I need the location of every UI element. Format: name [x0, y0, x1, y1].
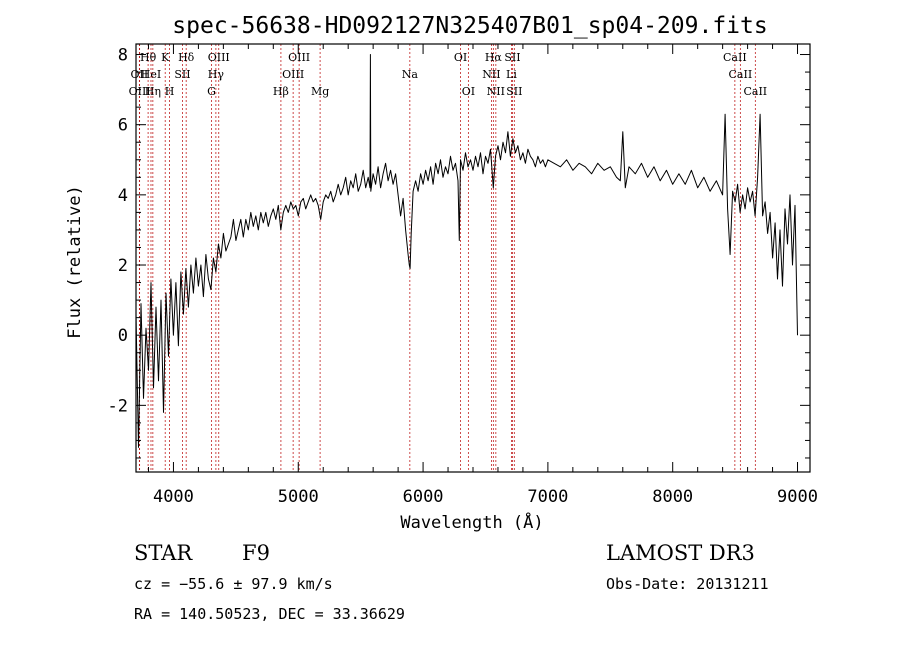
line-label: Hα [485, 51, 503, 64]
obs-date-text: Obs-Date: 20131211 [606, 575, 769, 593]
redshift-text: cz = −55.6 ± 97.9 km/s [134, 575, 333, 593]
line-label: OI [462, 85, 475, 98]
x-tick-label: 5000 [278, 487, 319, 507]
line-label: NII [482, 68, 500, 81]
line-label: Hη [145, 85, 161, 98]
plot-frame [135, 43, 811, 473]
line-label: OIII [288, 51, 310, 64]
line-label: CaII [743, 85, 767, 98]
line-label: Hβ [273, 85, 289, 98]
line-label: OI [454, 51, 467, 64]
spectral-line-labels: Hθ OII OIII HeI Hη K H SII Hδ OIII Hγ G Hβ OIII OIII Mg… [129, 51, 768, 98]
line-label: K [161, 51, 170, 64]
y-tick-label: 8 [118, 46, 128, 66]
object-class: STAR [134, 541, 193, 565]
line-label: SII [174, 68, 190, 81]
y-axis-ticks: -2 0 2 4 6 8 [108, 46, 810, 459]
y-tick-label: 2 [118, 256, 128, 276]
line-label: Na [402, 68, 419, 81]
line-label: CaII [723, 51, 747, 64]
x-tick-label: 7000 [527, 487, 568, 507]
line-label: G [207, 85, 216, 98]
spectrum-series [135, 54, 798, 448]
line-label: NII [487, 85, 505, 98]
x-tick-label: 4000 [153, 487, 194, 507]
x-axis-label: Wavelength (Å) [400, 511, 543, 533]
line-label: Hδ [178, 51, 195, 64]
line-label: Li [506, 68, 517, 81]
line-label: Hγ [208, 68, 225, 81]
line-label: Hθ [140, 51, 157, 64]
line-label: SII [506, 85, 522, 98]
y-tick-label: 4 [118, 186, 128, 206]
object-subclass: F9 [242, 541, 270, 565]
line-label: CaII [729, 68, 753, 81]
spectral-line-markers [138, 44, 756, 472]
y-axis-label: Flux (relative) [65, 185, 85, 339]
line-label: HeI [141, 68, 161, 81]
chart-title: spec-56638-HD092127N325407B01_sp04-209.f… [172, 13, 767, 39]
line-label: H [165, 85, 175, 98]
spectrum-line [135, 54, 798, 448]
x-tick-label: 9000 [777, 487, 818, 507]
y-tick-label: -2 [108, 396, 128, 416]
line-label: OIII [282, 68, 304, 81]
x-tick-label: 6000 [403, 487, 444, 507]
x-axis-ticks: 4000 5000 6000 7000 8000 9000 [147, 44, 818, 507]
y-tick-label: 0 [118, 326, 128, 346]
survey-name: LAMOST DR3 [606, 541, 755, 565]
y-tick-label: 6 [118, 116, 128, 136]
line-label: OIII [129, 85, 151, 98]
line-label: Mg [311, 85, 329, 98]
line-label: OIII [208, 51, 230, 64]
line-label: OII [131, 68, 149, 81]
x-tick-label: 8000 [652, 487, 693, 507]
coordinates-text: RA = 140.50523, DEC = 33.36629 [134, 605, 405, 623]
line-label: SII [504, 51, 520, 64]
